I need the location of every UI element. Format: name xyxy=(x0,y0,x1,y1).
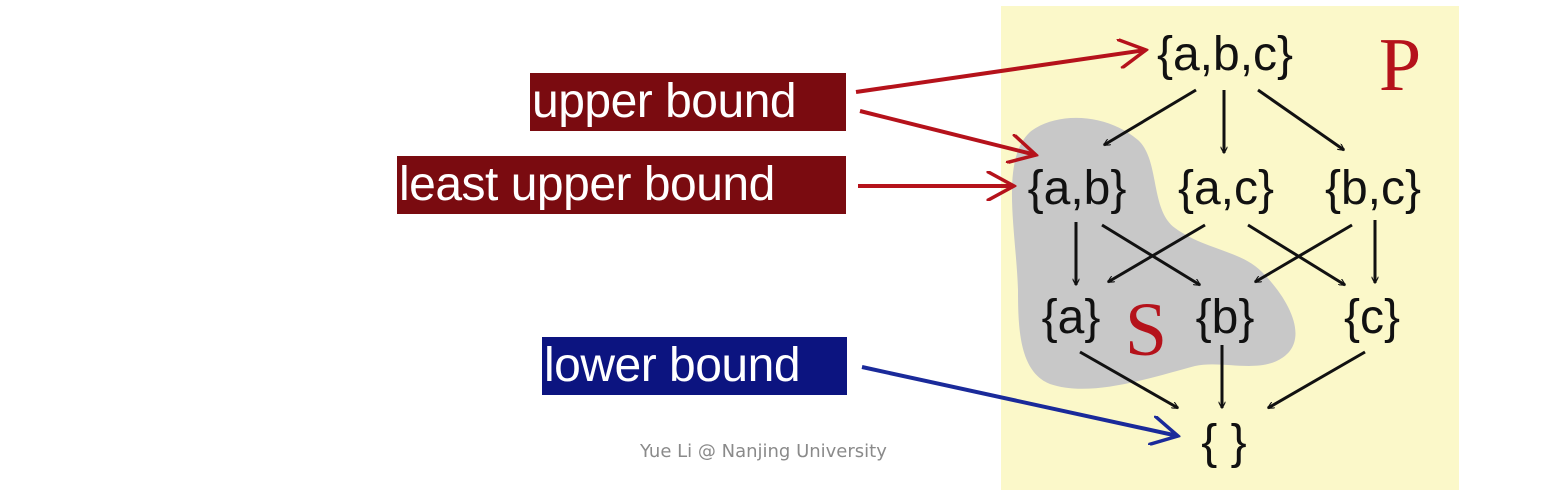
lower-bound-label: lower bound xyxy=(542,337,847,395)
edge-c-empty xyxy=(1268,350,1366,410)
node-ab: {a,b} xyxy=(1028,162,1127,215)
least-upper-bound-label: least upper bound xyxy=(397,156,846,214)
poset-label-p: P xyxy=(1379,23,1421,107)
node-b: {b} xyxy=(1196,291,1255,344)
node-bc: {b,c} xyxy=(1325,162,1421,215)
node-c: {c} xyxy=(1344,291,1400,344)
node-abc: {a,b,c} xyxy=(1157,28,1293,81)
edge-abc-ab xyxy=(1104,88,1197,147)
subset-label-s: S xyxy=(1125,288,1167,372)
edge-bc-b xyxy=(1255,223,1353,284)
node-a: {a} xyxy=(1042,291,1101,344)
upper-bound-arrow-to-abc xyxy=(855,50,1146,94)
lower-bound-arrow xyxy=(861,365,1178,436)
node-empty: { } xyxy=(1201,416,1246,469)
edge-a-empty xyxy=(1079,350,1178,410)
edge-ac-a xyxy=(1108,223,1206,284)
footer-credit: Yue Li @ Nanjing University xyxy=(640,441,887,462)
upper-bound-arrow-to-ab xyxy=(859,109,1036,155)
edge-ac-c xyxy=(1247,223,1345,287)
upper-bound-label: upper bound xyxy=(530,73,846,131)
node-ac: {a,c} xyxy=(1178,162,1274,215)
edge-abc-bc xyxy=(1257,88,1344,152)
subset-s-region xyxy=(1011,117,1296,389)
